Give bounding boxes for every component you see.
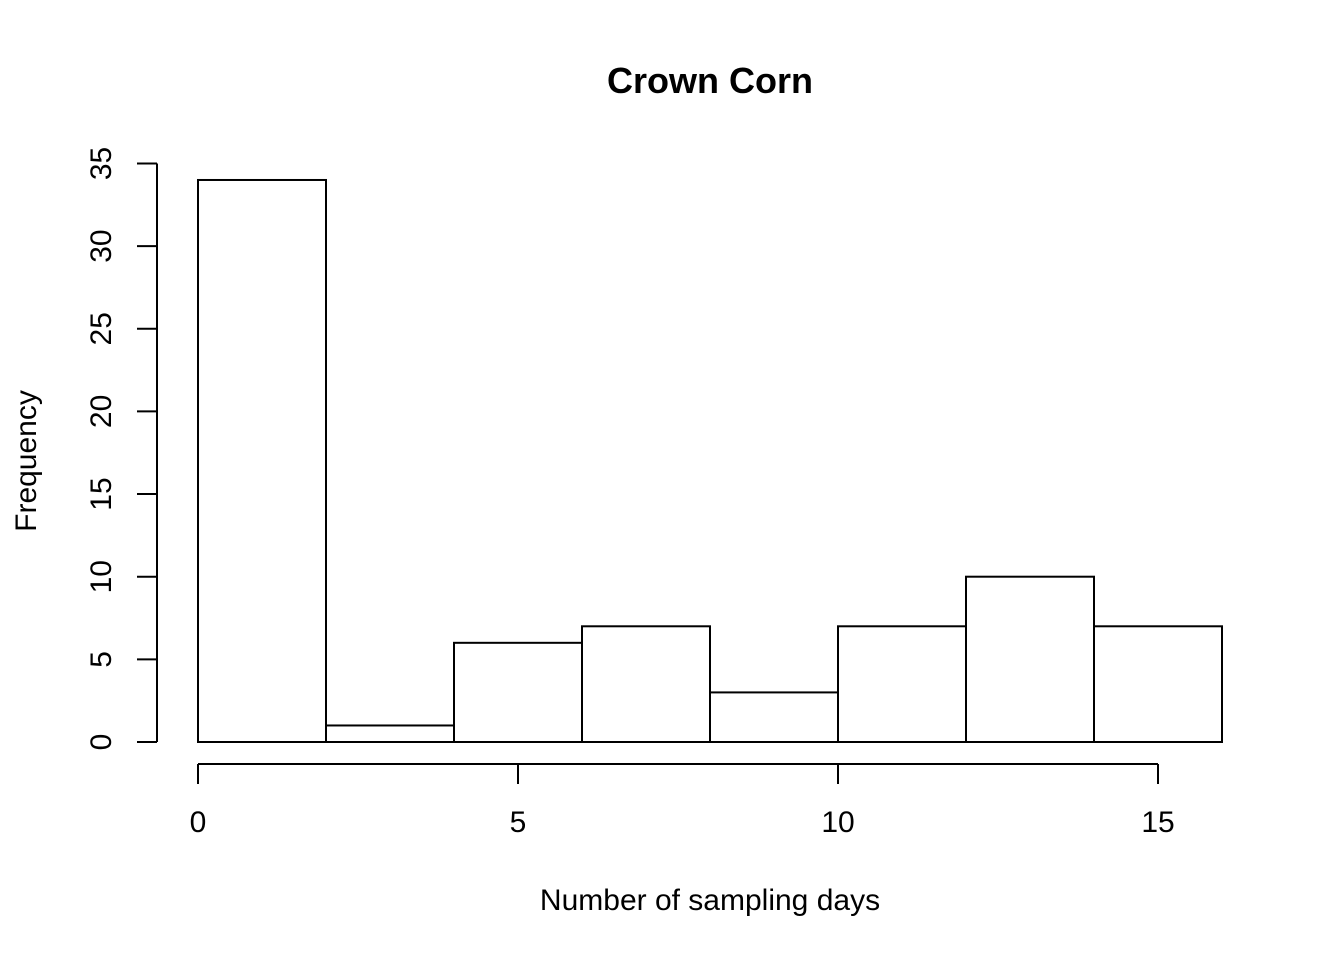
y-tick-label-25: 25 [85, 312, 118, 345]
bar-10-12 [837, 625, 967, 743]
y-axis-label: Frequency [10, 390, 43, 532]
bars-group [197, 178, 1223, 744]
y-tick-label-10: 10 [85, 560, 118, 593]
bar-0-2 [197, 178, 327, 744]
x-tick-label-5: 5 [510, 806, 527, 839]
y-tick-label-5: 5 [85, 651, 118, 668]
y-tick-label-15: 15 [85, 477, 118, 510]
y-tick-label-30: 30 [85, 229, 118, 262]
x-tick-label-0: 0 [190, 806, 207, 839]
x-axis: 0 5 10 15 [190, 763, 1175, 839]
y-tick-label-35: 35 [85, 147, 118, 180]
bar-14-16 [1093, 625, 1223, 743]
x-axis-label: Number of sampling days [540, 884, 880, 917]
bar-2-4 [325, 724, 455, 743]
y-tick-label-0: 0 [85, 734, 118, 751]
x-tick-label-10: 10 [821, 806, 854, 839]
bar-6-8 [581, 625, 711, 743]
bar-12-14 [965, 575, 1095, 744]
x-tick-label-15: 15 [1141, 806, 1174, 839]
bar-8-10 [709, 691, 839, 743]
bar-4-6 [453, 641, 583, 744]
chart-title: Crown Corn [607, 60, 813, 101]
y-axis: 0 5 10 15 20 25 30 35 [85, 147, 158, 751]
y-tick-label-20: 20 [85, 395, 118, 428]
